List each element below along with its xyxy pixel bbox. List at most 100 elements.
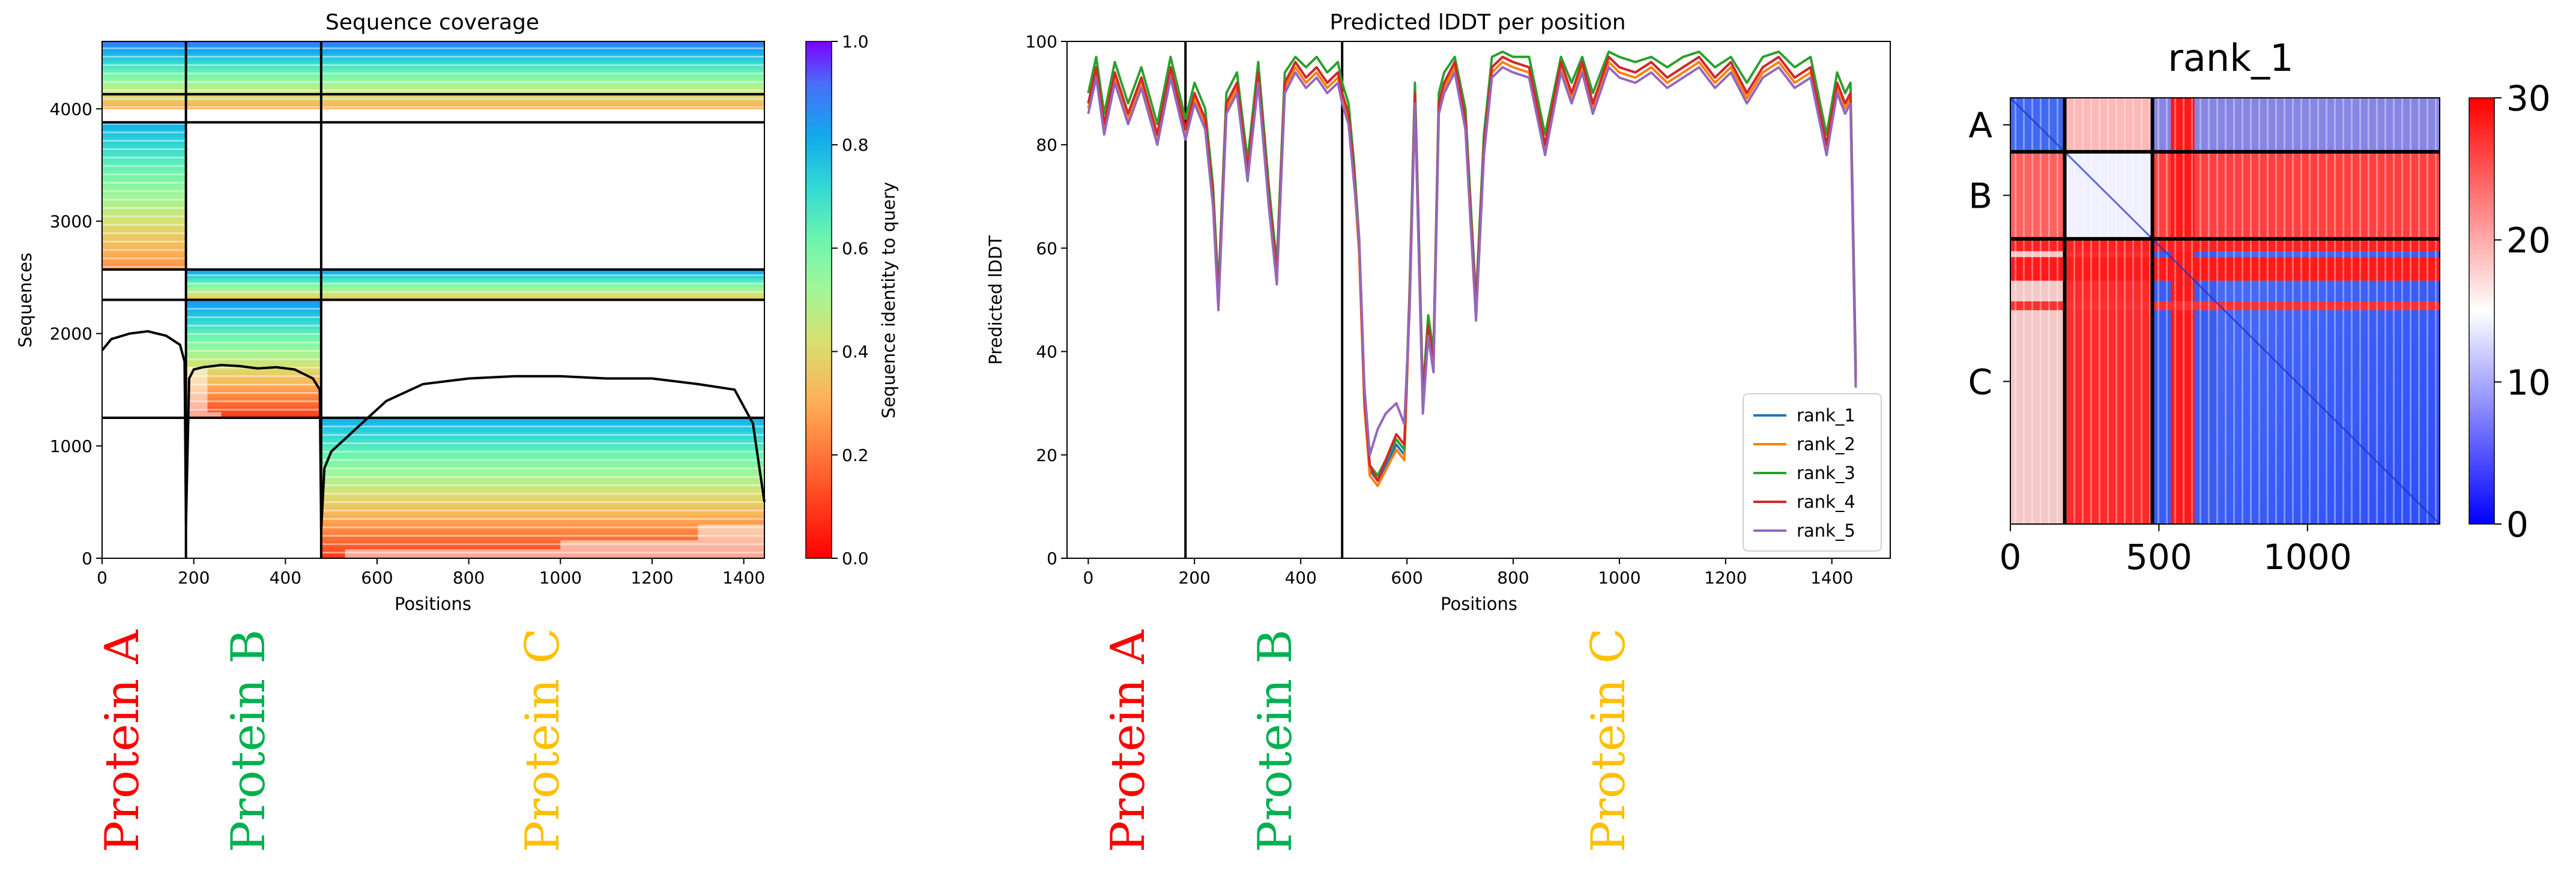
pae-chain-labels: AB C (1968, 105, 2010, 402)
plddt-axes-frame (1066, 41, 1891, 559)
msa-gap (560, 540, 764, 550)
protein-label: Protein A (95, 629, 150, 852)
plddt-x-tick-label: 0 (1083, 568, 1093, 588)
pae-chain-label: B (1968, 175, 1992, 216)
pae-x-tick-label: 1000 (2263, 537, 2352, 577)
msa-block (321, 418, 764, 559)
legend-entry: rank_1 (1797, 405, 1855, 426)
msa-gap-texture (102, 41, 764, 109)
coverage-x-tick-label: 200 (178, 568, 210, 588)
coverage-x-tick-label: 1200 (630, 568, 673, 588)
coverage-ylabel: Sequences (15, 253, 35, 348)
coverage-y-tick-label: 4000 (50, 99, 92, 119)
legend-entry: rank_3 (1797, 463, 1855, 483)
protein-label: Protein B (222, 629, 276, 852)
identity-colorbar-frame (805, 41, 832, 559)
plddt-y-tick-label: 80 (1036, 135, 1057, 155)
plddt-x-tick-label: 1400 (1810, 568, 1853, 588)
msa-gap (186, 412, 222, 418)
pae-panel: rank_1 0 500 1000 AB C 0 10 20 30 (1968, 36, 2551, 577)
plddt-legend: rank_1 rank_2 rank_3 rank_4 rank_5 (1743, 393, 1882, 552)
identity-colorbar-tick-label: 0.0 (842, 549, 869, 568)
plddt-y-tick-label: 0 (1047, 549, 1057, 568)
sequence-coverage-panel: Sequence coverage 0 200 400 600 800 1000 1200 1… (15, 10, 899, 614)
legend-entry: rank_5 (1797, 520, 1855, 541)
msa-block (186, 269, 765, 301)
plddt-panel: Predicted lDDT per position 0 200 400 600 80… (985, 10, 1891, 614)
coverage-title: Sequence coverage (325, 10, 539, 35)
protein-label: Protein A (1101, 629, 1155, 852)
pae-colorbar-ticks: 0 10 20 30 (2494, 78, 2551, 545)
plddt-y-tick-label: 40 (1036, 342, 1057, 362)
protein-label: Protein C (516, 628, 570, 852)
plddt-x-tick-label: 800 (1497, 568, 1529, 588)
coverage-axes-frame (101, 41, 765, 559)
pae-matrix (2009, 97, 2441, 525)
plddt-series (1087, 50, 1857, 487)
plddt-ylabel: Predicted lDDT (985, 235, 1006, 365)
coverage-y-tick-label: 3000 (50, 211, 92, 231)
plddt-y-ticks: 0 20 40 60 80 100 (1026, 32, 1067, 568)
pae-colorbar (2469, 98, 2494, 524)
legend-entry: rank_4 (1797, 492, 1855, 512)
msa-gap-texture (102, 122, 186, 269)
identity-colorbar-ticks: 0.0 0.2 0.4 0.6 0.8 1.0 (832, 32, 869, 568)
coverage-y-tick-label: 1000 (50, 436, 92, 456)
plddt-y-tick-label: 60 (1036, 238, 1057, 258)
plddt-x-tick-label: 200 (1179, 568, 1211, 588)
plddt-x-tick-label: 400 (1284, 568, 1316, 588)
pae-chain-label: A (1968, 105, 1992, 146)
coverage-x-tick-label: 1000 (539, 568, 582, 588)
coverage-y-tick-label: 0 (82, 549, 92, 568)
pae-chain-label: C (1968, 361, 1993, 402)
msa-block (186, 300, 321, 418)
msa-gap-texture (186, 300, 321, 418)
protein-labels: Protein A Protein B Protein C Protein A Prot… (95, 628, 1636, 852)
msa-block (102, 41, 764, 109)
pae-colorbar-tick-label: 10 (2506, 362, 2551, 403)
plddt-x-tick-label: 1200 (1704, 568, 1747, 588)
legend-entry: rank_2 (1797, 434, 1855, 454)
coverage-x-ticks: 0 200 400 600 800 1000 1200 1400 (97, 558, 765, 588)
plddt-x-tick-label: 1000 (1598, 568, 1640, 588)
msa-block (102, 122, 186, 269)
identity-colorbar-tick-label: 0.4 (842, 342, 869, 362)
identity-colorbar-tick-label: 1.0 (842, 32, 869, 52)
pae-colorbar-frame (2469, 97, 2495, 525)
plddt-x-ticks: 0 200 400 600 800 1000 1200 1400 (1083, 558, 1853, 588)
msa-blocks (102, 41, 765, 559)
pae-diagonal (2009, 97, 2441, 525)
plddt-x-tick-label: 600 (1391, 568, 1423, 588)
plddt-y-tick-label: 20 (1036, 445, 1057, 465)
coverage-x-tick-label: 800 (453, 568, 485, 588)
pae-x-ticks: 0 500 1000 (2000, 524, 2352, 577)
pae-colorbar-tick-label: 0 (2506, 504, 2529, 545)
coverage-y-ticks: 0 1000 2000 3000 4000 (50, 99, 102, 568)
pae-colorbar-tick-label: 30 (2506, 78, 2551, 119)
coverage-x-tick-label: 600 (361, 568, 393, 588)
msa-gap (345, 549, 764, 558)
protein-label: Protein C (1582, 628, 1636, 852)
pae-title: rank_1 (2168, 36, 2293, 80)
identity-colorbar (806, 41, 832, 558)
coverage-x-tick-label: 0 (97, 568, 107, 588)
pae-x-tick-label: 0 (2000, 537, 2022, 577)
plddt-legend-box (1743, 393, 1882, 552)
plddt-y-tick-label: 100 (1026, 32, 1057, 52)
plddt-xlabel: Positions (1441, 594, 1517, 614)
protein-label: Protein B (1248, 629, 1302, 852)
plddt-title: Predicted lDDT per position (1329, 10, 1625, 35)
identity-colorbar-tick-label: 0.8 (842, 135, 869, 155)
coverage-xlabel: Positions (395, 594, 471, 614)
pae-x-tick-label: 500 (2126, 537, 2192, 577)
coverage-y-tick-label: 2000 (50, 324, 92, 344)
coverage-line (101, 330, 766, 531)
msa-gap-texture (321, 418, 764, 558)
plddt-line-rank-5 (1087, 66, 1857, 456)
msa-gap-texture (186, 269, 765, 300)
pae-colorbar-tick-label: 20 (2506, 220, 2551, 261)
coverage-x-tick-label: 1400 (722, 568, 765, 588)
identity-colorbar-tick-label: 0.2 (842, 445, 869, 465)
identity-colorbar-tick-label: 0.6 (842, 238, 869, 258)
